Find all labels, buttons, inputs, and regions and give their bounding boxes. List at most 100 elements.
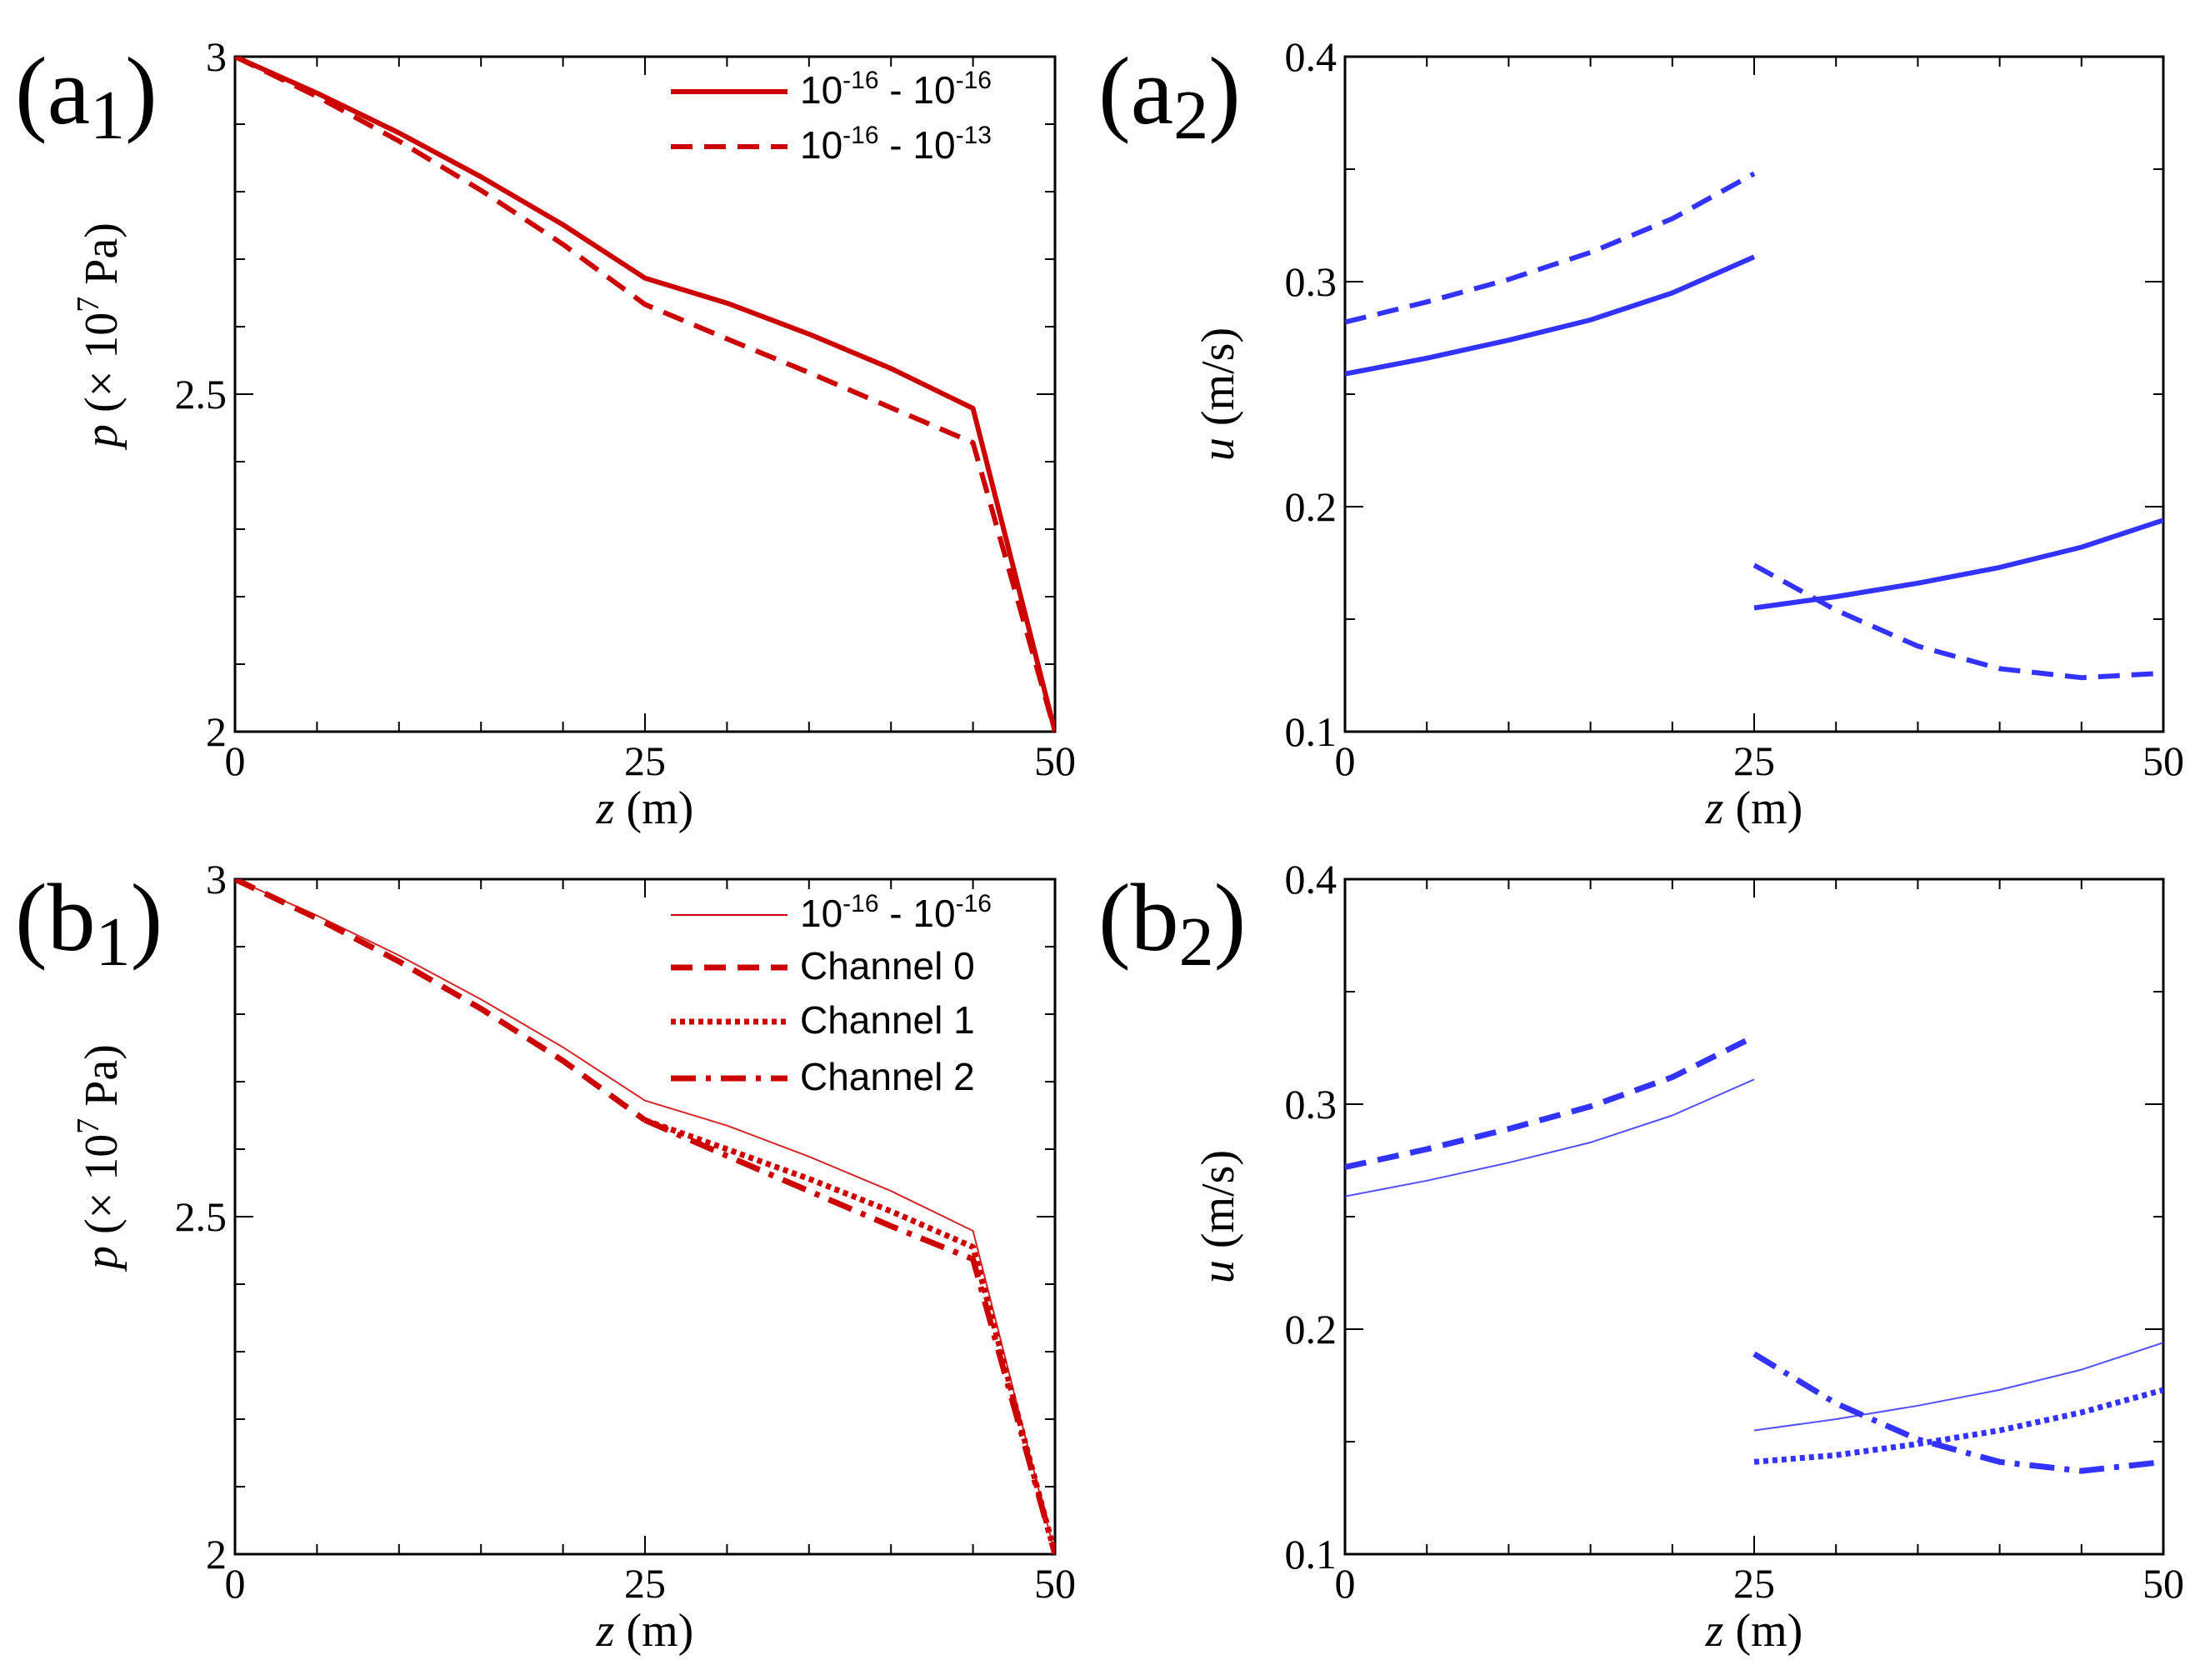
- series-line-10-16-10-16-z-25-: [1345, 254, 1756, 377]
- legend-base: 10: [800, 123, 842, 167]
- legend-base: 10: [800, 892, 842, 935]
- x-tick-label: 50: [2142, 738, 2184, 784]
- legend-base: 10: [800, 68, 842, 112]
- x-axis-variable: z: [596, 1605, 615, 1657]
- series-line-10-16-10-16: [235, 879, 1055, 1554]
- panel-label-close: ): [1214, 865, 1247, 972]
- x-axis-label: z (m): [1705, 1605, 1803, 1657]
- y-axis-unit: (× 10: [76, 1134, 128, 1246]
- legend-entry: Channel 1: [800, 998, 975, 1042]
- x-axis-unit: (m): [614, 782, 693, 834]
- legend-exponent: -16: [842, 890, 878, 918]
- y-tick-label: 2.5: [175, 371, 228, 418]
- x-axis-label: z (m): [596, 1605, 694, 1657]
- y-axis-unit: (× 10: [76, 312, 128, 424]
- series-line-10-16-10-13-z-25-: [1345, 171, 1756, 325]
- panel-label-subscript: 2: [1173, 77, 1208, 154]
- x-axis-variable: z: [1705, 1605, 1724, 1657]
- x-tick-label: 0: [1335, 738, 1356, 784]
- y-tick-label: 2: [206, 708, 227, 755]
- y-tick-label: 0.2: [1285, 1306, 1338, 1352]
- series-line-10-16-10-16-z-25-: [1753, 1342, 2163, 1432]
- series-line-10-16-10-16: [235, 57, 1055, 732]
- legend-exponent: -16: [956, 67, 992, 94]
- series-line-channel-2: [643, 1117, 1055, 1554]
- series-line-channel-1: [1753, 1387, 2163, 1465]
- series-line-10-16-10-13-z-25-: [1752, 562, 2163, 681]
- y-axis-unit: (m/s): [1192, 328, 1244, 438]
- legend-entry: Channel 2: [800, 1055, 975, 1098]
- x-tick-label: 50: [2142, 1560, 2184, 1607]
- x-axis-label: z (m): [596, 782, 694, 834]
- legend-entry: 10-16 - 10-16: [800, 67, 992, 112]
- y-axis-label: p (× 107 Pa): [71, 1044, 128, 1272]
- y-tick-label: 0.4: [1285, 856, 1338, 902]
- panel-a2: 0 25 50 0.1 0.2 0.3 0.4 z (m) u (m/s) (a2): [1098, 33, 2184, 834]
- series-line-channel-2: [1752, 1351, 2163, 1474]
- panel-label-close: ): [125, 38, 158, 145]
- panel-label-subscript: 1: [90, 77, 125, 154]
- panel-label-main: (a: [15, 38, 90, 145]
- y-axis-label: p (× 107 Pa): [71, 222, 128, 451]
- x-tick-label: 50: [1034, 1560, 1076, 1607]
- legend-base: 10: [912, 892, 955, 935]
- series-line-10-16-10-16-z-25-: [1345, 1078, 1755, 1198]
- panel-label-main: (a: [1098, 38, 1173, 145]
- x-axis-unit: (m): [1723, 782, 1802, 834]
- series-line-channel-0: [235, 879, 648, 1123]
- legend-entry: 10-16 - 10-16: [800, 890, 992, 935]
- panel-label: (b1): [15, 865, 162, 981]
- y-axis-exponent: 7: [71, 297, 106, 312]
- y-tick-label: 0.2: [1285, 483, 1338, 530]
- x-tick-label: 0: [1335, 1560, 1356, 1607]
- y-axis-label: u (m/s): [1192, 1150, 1244, 1283]
- x-tick-label: 25: [624, 738, 666, 784]
- legend-exponent: -16: [842, 122, 878, 149]
- legend-separator: -: [879, 68, 913, 112]
- axes-frame: [1343, 878, 2165, 1556]
- panel-label-subscript: 2: [1179, 903, 1214, 981]
- axes-frame: [1343, 55, 2165, 733]
- series-line-10-16-10-16-z-25-: [1753, 518, 2163, 611]
- y-tick-label: 0.3: [1285, 258, 1338, 305]
- legend-label: Channel 0: [800, 944, 975, 988]
- y-tick-label: 2.5: [175, 1193, 228, 1240]
- x-tick-label: 25: [1733, 738, 1775, 784]
- panel-label-main: (b: [1098, 865, 1179, 972]
- x-tick-label: 50: [1034, 738, 1076, 784]
- panel-label-close: ): [1208, 38, 1241, 145]
- y-tick-label: 0.1: [1285, 1531, 1338, 1578]
- x-tick-label: 25: [1733, 1560, 1775, 1607]
- panel-label-close: ): [131, 865, 163, 972]
- legend-label: Channel 2: [800, 1055, 975, 1098]
- series-line-10-16-10-13: [235, 57, 1055, 732]
- y-tick-label: 2: [206, 1531, 227, 1578]
- y-tick-label: 3: [206, 856, 227, 902]
- legend-entry: 10-16 - 10-13: [800, 122, 992, 167]
- x-axis-label: z (m): [1705, 782, 1803, 834]
- legend-base: 10: [912, 68, 955, 112]
- x-tick-label: 0: [225, 1560, 246, 1607]
- legend-exponent: -16: [842, 67, 878, 94]
- y-axis-variable: u: [1192, 438, 1244, 461]
- legend-label: Channel 1: [800, 998, 975, 1042]
- panel-b1: 0 25 50 2 2.5 3 z (m) p (× 107 Pa) (b1) 10-16 - 1…: [15, 856, 1076, 1657]
- x-axis-unit: (m): [614, 1605, 693, 1657]
- panel-b2: 0 25 50 0.1 0.2 0.3 0.4 z (m) u (m/s) (b2): [1098, 856, 2184, 1657]
- legend-separator: -: [879, 123, 913, 167]
- legend-entry: Channel 0: [800, 944, 975, 988]
- x-tick-label: 25: [624, 1560, 666, 1607]
- legend-exponent: -13: [956, 122, 992, 149]
- legend-base: 10: [912, 123, 955, 167]
- panel-label-main: (b: [15, 865, 96, 972]
- panel-label-subscript: 1: [96, 903, 131, 981]
- y-axis-unit-end: Pa): [76, 1044, 128, 1118]
- x-axis-unit: (m): [1723, 1605, 1802, 1657]
- x-axis-variable: z: [596, 782, 615, 834]
- legend-exponent: -16: [956, 890, 992, 918]
- y-axis-variable: p: [76, 424, 128, 451]
- y-tick-label: 0.4: [1285, 33, 1338, 80]
- y-axis-variable: u: [1192, 1260, 1244, 1283]
